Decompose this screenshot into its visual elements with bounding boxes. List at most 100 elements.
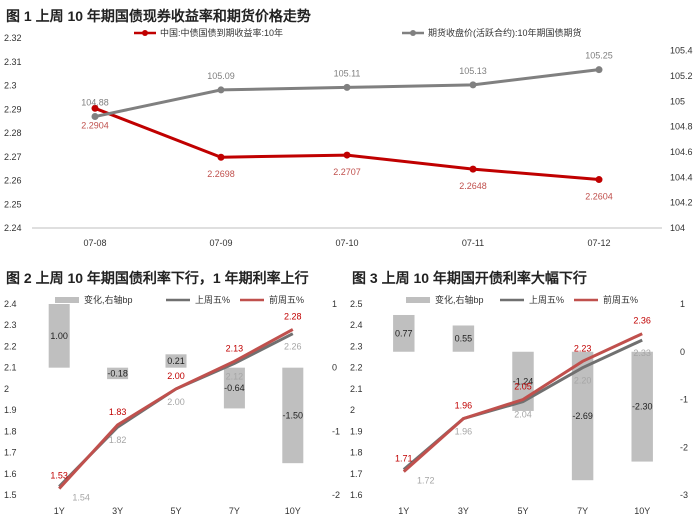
chart3-series0-label-1: 1.96: [455, 427, 473, 437]
chart1-series1-label-1: 105.09: [207, 71, 235, 81]
chart3-x-tick-2: 5Y: [517, 506, 528, 516]
chart3-left-tick-8: 2.4: [350, 320, 363, 330]
chart1-right-tick-5: 105: [670, 96, 685, 106]
chart2-left-tick-5: 2: [4, 384, 9, 394]
chart3-x-tick-1: 3Y: [458, 506, 469, 516]
chart1-x-tick-3: 07-11: [462, 238, 484, 248]
chart2-series1-label-0: 1.53: [50, 471, 68, 481]
chart3-series1-label-1: 1.96: [455, 401, 473, 411]
chart2-series1-label-1: 1.83: [109, 407, 127, 417]
chart1-series0-point-0: [91, 104, 99, 112]
chart3-left-tick-1: 1.7: [350, 469, 363, 479]
chart1-left-tick-1: 2.25: [4, 199, 22, 209]
chart3-bar-label-2: -1.24: [513, 376, 534, 386]
chart1-series0-point-3: [469, 165, 477, 173]
chart1-x-tick-4: 07-12: [587, 238, 610, 248]
chart1-series1-point-3: [469, 81, 477, 89]
chart1-right-tick-3: 104.6: [670, 147, 693, 157]
chart2-legend-label-0: 上周五%: [195, 295, 230, 305]
chart1-right-tick-7: 105.4: [670, 46, 693, 56]
chart2-left-tick-6: 2.1: [4, 363, 17, 373]
chart2-right-tick-2: 0: [332, 363, 337, 373]
chart1-legend-label-0: 中国:中债国债到期收益率:10年: [160, 27, 283, 38]
chart2-legend-label-1: 前周五%: [269, 294, 304, 305]
chart3-bar-label-4: -2.30: [632, 402, 653, 412]
chart2-bar-label-2: 0.21: [167, 356, 185, 366]
chart2-left-tick-9: 2.4: [4, 299, 17, 309]
chart3-right-tick-2: -1: [680, 395, 688, 405]
chart1-left-tick-3: 2.27: [4, 152, 22, 162]
chart3-bar-0: [393, 314, 415, 352]
chart3-left-tick-7: 2.3: [350, 341, 363, 351]
chart3-bar-label-3: -2.69: [572, 411, 593, 421]
chart3-series0-label-4: 2.33: [633, 348, 651, 358]
chart1-left-tick-7: 2.31: [4, 57, 22, 67]
chart1-left-tick-4: 2.28: [4, 128, 22, 138]
chart3-legend-swatch-bars: [406, 297, 430, 303]
chart2-right-tick-3: 1: [332, 299, 337, 309]
chart2-left-tick-7: 2.2: [4, 341, 17, 351]
chart1-series1-label-0: 104.88: [81, 98, 109, 108]
chart1-right-tick-1: 104.2: [670, 198, 693, 208]
chart3-title: 图 3 上周 10 年期国开债利率大幅下行: [352, 270, 587, 286]
chart2-series0-label-3: 2.12: [226, 371, 244, 381]
chart3-series1-label-2: 2.05: [514, 382, 532, 392]
chart2-title: 图 2 上周 10 年期国债利率下行，1 年期利率上行: [6, 270, 309, 286]
chart2-x-tick-2: 5Y: [170, 506, 181, 516]
chart2-bar-label-4: -1.50: [283, 410, 304, 420]
chart1-series1-label-2: 105.11: [334, 68, 361, 78]
chart2-series0-label-2: 2.00: [167, 397, 185, 407]
chart3-right-tick-4: 1: [680, 299, 685, 309]
chart2-bar-0: [48, 304, 70, 368]
chart3-left-tick-0: 1.6: [350, 490, 363, 500]
chart3-series0-label-0: 1.72: [417, 476, 435, 486]
chart2-right-tick-1: -1: [332, 426, 340, 436]
chart2-left-tick-2: 1.7: [4, 448, 17, 458]
chart1-right-tick-4: 104.8: [670, 122, 693, 132]
chart2-bar-label-0: 1.00: [50, 331, 68, 341]
chart1-x-tick-0: 07-08: [83, 238, 106, 248]
chart2-x-tick-4: 10Y: [285, 506, 301, 516]
chart3-right-tick-1: -2: [680, 442, 688, 452]
chart2-series-line-1: [58, 328, 294, 490]
chart1-title: 图 1 上周 10 年期国债现券收益率和期货价格走势: [6, 8, 311, 24]
chart1-left-tick-8: 2.32: [4, 33, 22, 43]
chart3-left-tick-5: 2.1: [350, 384, 363, 394]
chart3-series1-label-0: 1.71: [395, 454, 413, 464]
chart3-series1-label-4: 2.36: [633, 316, 651, 326]
chart1-series1-point-4: [595, 66, 603, 74]
chart3-left-tick-2: 1.8: [350, 448, 363, 458]
chart1-left-tick-0: 2.24: [4, 223, 22, 233]
chart2-series1-label-4: 2.28: [284, 311, 302, 321]
chart2-left-tick-3: 1.8: [4, 426, 17, 436]
chart2-series0-label-1: 1.82: [109, 435, 127, 445]
chart2-series1-label-2: 2.00: [167, 371, 185, 381]
chart2-left-tick-0: 1.5: [4, 490, 17, 500]
chart1-legend-label-1: 期货收盘价(活跃合约):10年期国债期货: [428, 27, 582, 38]
chart3-x-tick-4: 10Y: [634, 506, 650, 516]
chart2-x-tick-1: 3Y: [112, 506, 123, 516]
chart1-right-tick-2: 104.4: [670, 172, 693, 182]
chart3-right-tick-3: 0: [680, 347, 685, 357]
chart2-x-tick-0: 1Y: [54, 506, 65, 516]
chart3-series1-label-3: 2.23: [574, 343, 592, 353]
chart2-bar-1: [107, 367, 129, 380]
chart1-series1-label-4: 105.25: [585, 51, 613, 61]
chart3-series0-label-2: 2.04: [514, 410, 532, 420]
chart1-series1-label-3: 105.13: [459, 66, 487, 76]
chart2-legend-label-bars: 变化,右轴bp: [84, 294, 133, 305]
chart3-left-tick-9: 2.5: [350, 299, 363, 309]
chart1-legend-marker-1: [410, 30, 416, 36]
chart2-bar-3: [223, 367, 245, 409]
chart1-series1-point-0: [91, 113, 99, 121]
chart3-bar-label-0: 0.77: [395, 328, 413, 338]
chart3-bar-label-1: 0.55: [455, 334, 473, 344]
chart1-series0-label-2: 2.2707: [333, 167, 361, 177]
chart2-right-tick-0: -2: [332, 490, 340, 500]
chart1-series1-point-2: [343, 83, 351, 91]
chart2-legend-swatch-bars: [55, 297, 79, 303]
chart1-series0-label-1: 2.2698: [207, 169, 235, 179]
chart3-bar-4: [631, 351, 653, 462]
chart1-right-tick-0: 104: [670, 223, 685, 233]
chart1-series0-point-2: [343, 151, 351, 159]
